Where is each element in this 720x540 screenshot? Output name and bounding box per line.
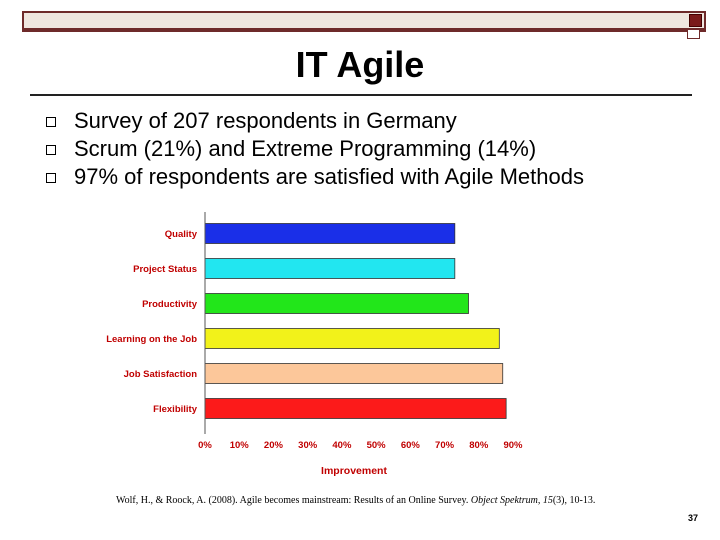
category-label: Productivity (142, 299, 198, 310)
category-label: Quality (165, 229, 198, 240)
bar-project-status (204, 258, 456, 279)
bar-flexibility (204, 398, 507, 419)
citation: Wolf, H., & Roock, A. (2008). Agile beco… (116, 495, 595, 506)
page-number: 37 (687, 513, 698, 523)
x-tick-label: 90% (503, 440, 523, 451)
x-tick-label: 20% (264, 440, 284, 451)
x-tick-label: 40% (332, 440, 352, 451)
bullet-text: Scrum (21%) and Extreme Programming (14%… (74, 136, 537, 161)
x-tick-label: 30% (298, 440, 318, 451)
square-bullet-icon (46, 145, 56, 155)
square-bullet-icon (46, 117, 56, 127)
x-tick-label: 10% (230, 440, 250, 451)
x-tick-label: 50% (367, 440, 387, 451)
bar-learning-on-the-job (204, 328, 500, 349)
x-tick-label: 80% (469, 440, 489, 451)
citation-issue-pages: (3), 10-13. (552, 495, 596, 506)
x-tick-label: 0% (198, 440, 212, 451)
bullet-item: Survey of 207 respondents in Germany (44, 107, 584, 135)
x-tick-label: 60% (401, 440, 421, 451)
x-axis-title: Improvement (321, 465, 387, 477)
bullet-item: Scrum (21%) and Extreme Programming (14%… (44, 135, 584, 163)
bullet-text: Survey of 207 respondents in Germany (74, 108, 457, 133)
category-label: Job Satisfaction (124, 369, 198, 380)
bullet-item: 97% of respondents are satisfied with Ag… (44, 163, 584, 191)
citation-journal: Object Spektrum, 15 (470, 495, 553, 506)
slide-title: IT Agile (295, 44, 425, 85)
citation-authors-title: Wolf, H., & Roock, A. (2008). Agile beco… (116, 495, 469, 506)
top-bar-underline (22, 30, 706, 32)
bar-job-satisfaction (204, 363, 504, 384)
square-bullet-icon (46, 173, 56, 183)
bullet-list: Survey of 207 respondents in Germany Scr… (44, 107, 584, 191)
bar-end-ring (687, 30, 700, 39)
improvement-bar-chart: Quality Project Status Productivity Learnin… (106, 212, 523, 477)
title-divider (30, 94, 692, 96)
category-label: Flexibility (153, 404, 198, 415)
bar-productivity (204, 293, 469, 314)
bullet-text: 97% of respondents are satisfied with Ag… (74, 164, 584, 189)
x-tick-label: 70% (435, 440, 455, 451)
bar-end-square (689, 14, 702, 27)
bar-quality (204, 223, 456, 244)
category-label: Project Status (133, 264, 197, 275)
top-decorative-bar (22, 11, 706, 30)
category-label: Learning on the Job (106, 334, 197, 345)
